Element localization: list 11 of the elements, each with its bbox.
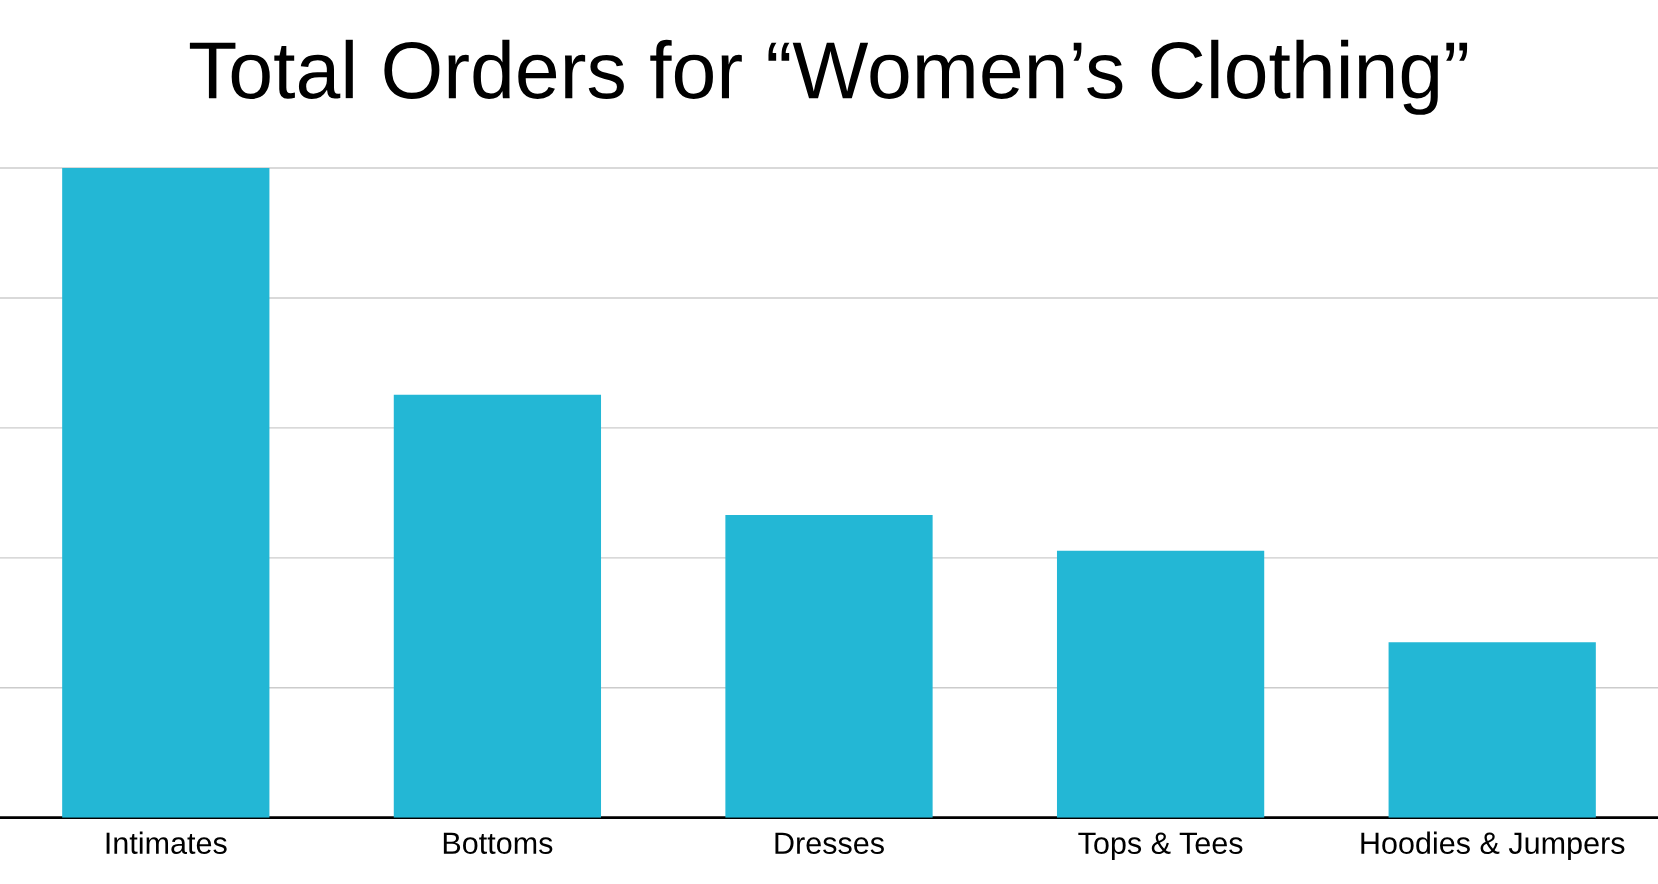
bar: [1388, 642, 1596, 818]
bar: [725, 514, 933, 818]
x-tick-label: Hoodies & Jumpers: [1361, 831, 1625, 861]
x-tick-label: Bottoms: [443, 832, 553, 855]
chart-title: Total Orders for “Women’s Clothing”: [189, 39, 1468, 115]
bar: [62, 168, 270, 818]
x-tick-label: Intimates: [106, 831, 227, 855]
x-tick-label: Dresses: [775, 832, 884, 855]
x-tick-label: Tops & Tees: [1078, 832, 1243, 861]
bar: [393, 394, 602, 818]
bar: [1056, 550, 1265, 818]
